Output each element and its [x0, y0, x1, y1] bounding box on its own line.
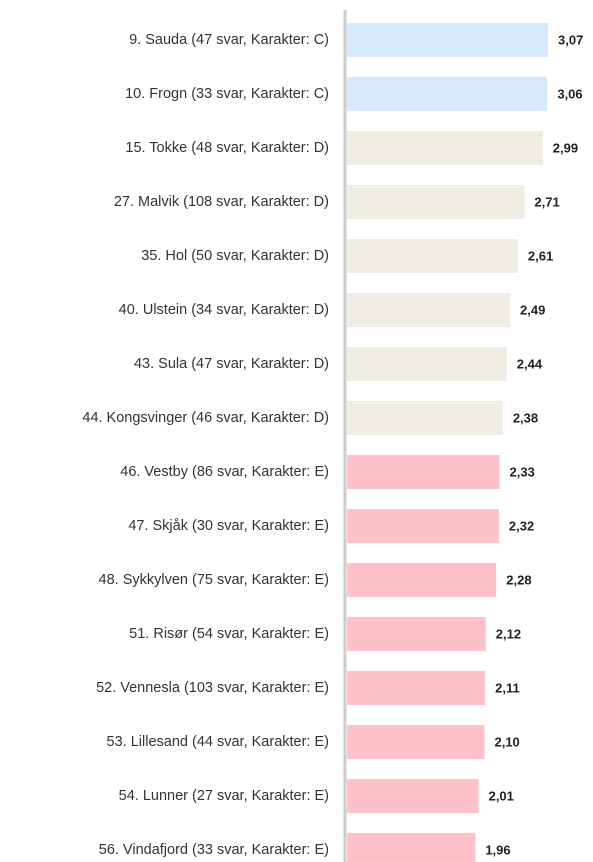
- category-label: 53. Lillesand (44 svar, Karakter: E): [107, 734, 329, 750]
- value-label: 3,07: [558, 32, 583, 47]
- category-label: 10. Frogn (33 svar, Karakter: C): [125, 86, 329, 102]
- category-label: 46. Vestby (86 svar, Karakter: E): [120, 464, 329, 480]
- category-label: 48. Sykkylven (75 svar, Karakter: E): [99, 572, 329, 588]
- value-label: 1,96: [485, 842, 510, 857]
- category-label: 47. Skjåk (30 svar, Karakter: E): [128, 518, 329, 534]
- value-label: 2,33: [510, 464, 535, 479]
- bar: [347, 671, 486, 705]
- value-label: 2,44: [517, 356, 543, 371]
- bar: [347, 239, 518, 273]
- value-label: 2,10: [494, 734, 519, 749]
- value-label: 2,99: [553, 140, 578, 155]
- bar: [347, 401, 503, 435]
- category-label: 9. Sauda (47 svar, Karakter: C): [129, 32, 329, 48]
- bar: [347, 347, 507, 381]
- value-label: 2,01: [489, 788, 514, 803]
- bar: [347, 833, 476, 862]
- bar: [347, 563, 497, 597]
- category-label: 27. Malvik (108 svar, Karakter: D): [114, 194, 329, 210]
- bar: [347, 779, 479, 813]
- bar: [347, 131, 543, 165]
- value-label: 2,71: [534, 194, 559, 209]
- value-label: 2,12: [496, 626, 521, 641]
- category-label: 54. Lunner (27 svar, Karakter: E): [119, 788, 329, 804]
- bar: [347, 293, 511, 327]
- value-label: 2,11: [495, 680, 520, 695]
- category-label: 44. Kongsvinger (46 svar, Karakter: D): [82, 410, 329, 426]
- bar: [347, 77, 548, 111]
- bar: [347, 185, 525, 219]
- bar: [347, 455, 500, 489]
- value-label: 2,28: [506, 572, 531, 587]
- category-label: 52. Vennesla (103 svar, Karakter: E): [96, 680, 329, 696]
- category-label: 43. Sula (47 svar, Karakter: D): [134, 356, 329, 372]
- bar: [347, 617, 486, 651]
- value-label: 2,32: [509, 518, 534, 533]
- category-label: 40. Ulstein (34 svar, Karakter: D): [119, 302, 329, 318]
- value-label: 2,38: [513, 410, 538, 425]
- value-label: 3,06: [557, 86, 582, 101]
- bar: [347, 23, 548, 57]
- category-label: 15. Tokke (48 svar, Karakter: D): [125, 140, 329, 156]
- value-label: 2,61: [528, 248, 553, 263]
- bar: [347, 725, 485, 759]
- bar: [347, 509, 499, 543]
- category-label: 56. Vindafjord (33 svar, Karakter: E): [99, 842, 329, 858]
- category-label: 51. Risør (54 svar, Karakter: E): [129, 626, 329, 642]
- category-label: 35. Hol (50 svar, Karakter: D): [141, 248, 329, 264]
- value-label: 2,49: [520, 302, 545, 317]
